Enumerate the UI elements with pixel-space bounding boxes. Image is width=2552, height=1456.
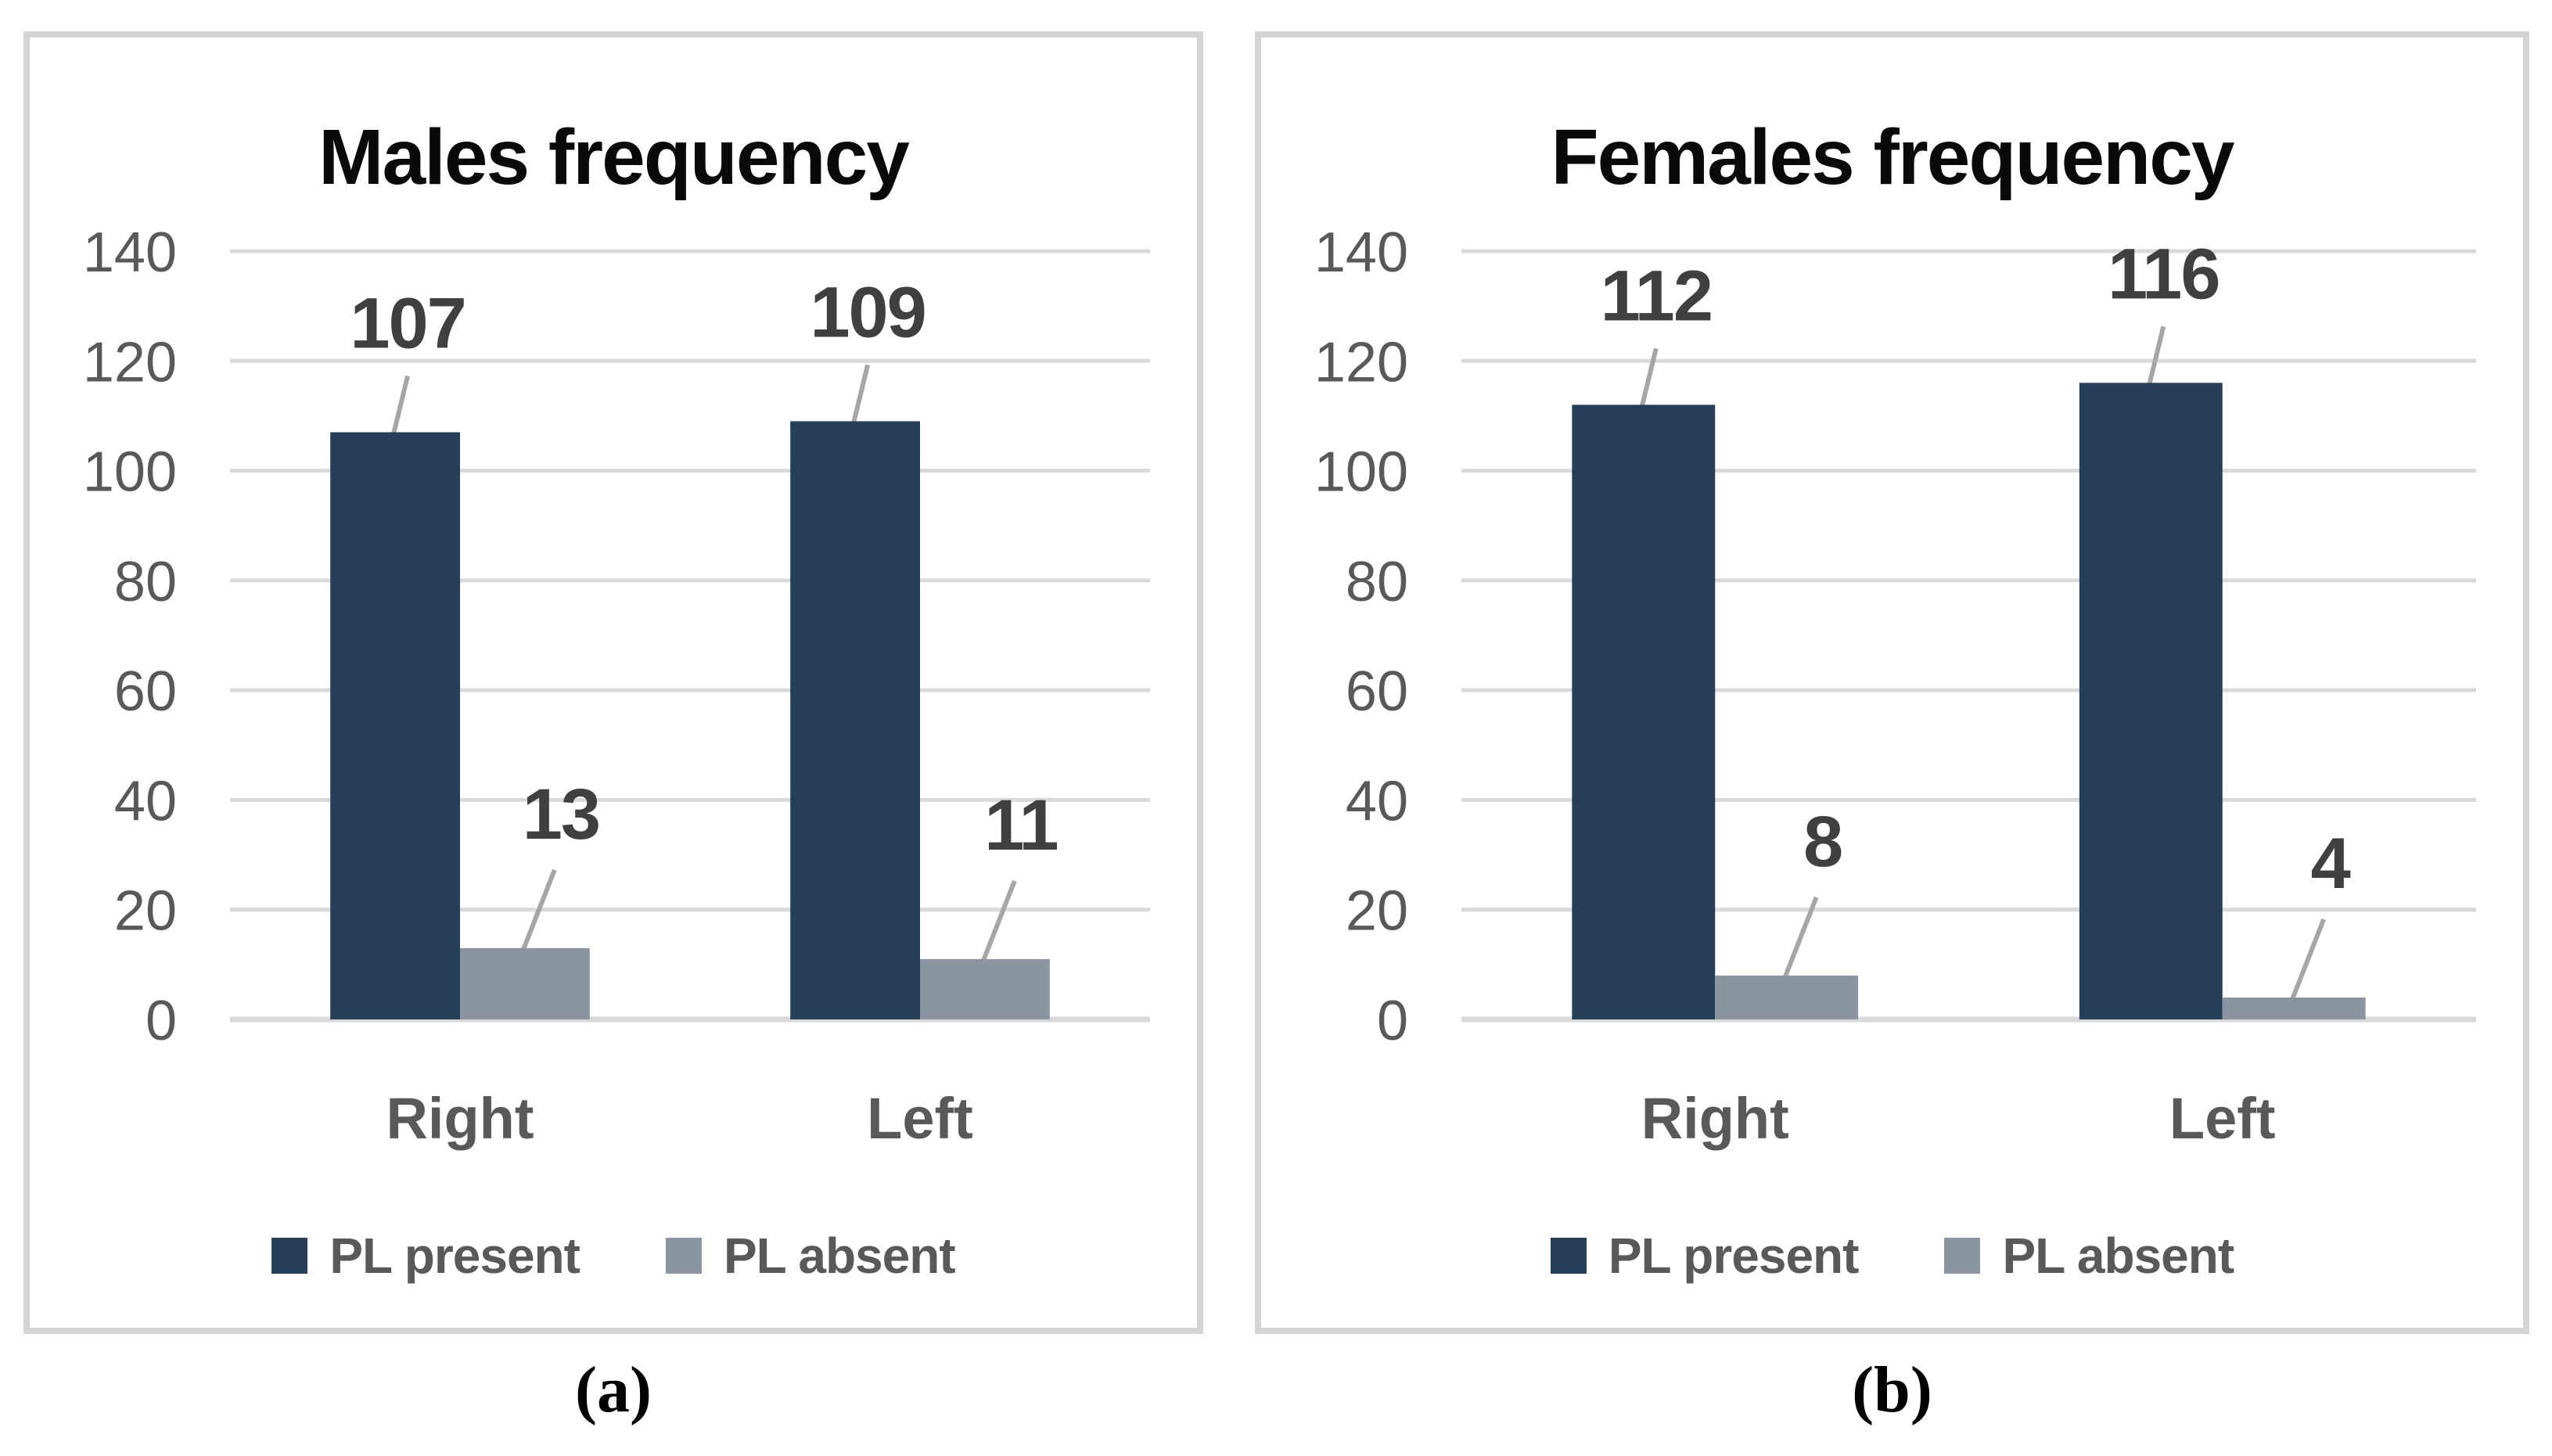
category-label: Right: [386, 1086, 534, 1151]
caption-a: (a): [575, 1354, 652, 1426]
data-label: 107: [350, 283, 465, 363]
bar-pl-present-right: [330, 432, 460, 1019]
leader-line: [851, 364, 871, 424]
bar-chart-males: 0 20 40 60 80 100 120 140 Right Left 107 13 109 11: [83, 221, 1150, 1151]
bar-chart-females: 0 20 40 60 80 100 120 140 Right Left 112 8 116 4: [1314, 221, 2476, 1151]
legend-label-pl-absent: PL absent: [723, 1228, 956, 1284]
leader-line: [1782, 896, 1819, 978]
legend-swatch-pl-absent: [1944, 1238, 1981, 1274]
bar-pl-absent-right: [460, 947, 590, 1019]
leader-line: [521, 868, 557, 951]
bar-pl-present-right: [1572, 404, 1716, 1019]
bar-pl-absent-left: [2222, 997, 2366, 1019]
legend-swatch-pl-present: [271, 1238, 308, 1274]
y-tick-label: 120: [83, 331, 177, 394]
chart-panel-males: 0 20 40 60 80 100 120 140 Right Left 107 13 109 11 Ma…: [23, 31, 1203, 1334]
chart-title-females: Females frequency: [1551, 113, 2235, 201]
category-label: Left: [2169, 1086, 2276, 1151]
data-label: 11: [984, 786, 1057, 865]
legend-item-pl-absent: PL absent: [665, 1227, 956, 1285]
y-tick-label: 0: [1377, 990, 1408, 1052]
y-tick-label: 40: [114, 770, 177, 832]
legend-label-pl-present: PL present: [1608, 1228, 1860, 1284]
legend-item-pl-present: PL present: [1550, 1227, 1860, 1285]
data-label: 112: [1601, 256, 1712, 336]
legend-item-pl-absent: PL absent: [1944, 1227, 2234, 1285]
data-label: 109: [810, 272, 926, 352]
legend-males: PL present PL absent: [30, 1227, 1197, 1285]
leader-line: [981, 879, 1017, 962]
legend-females: PL present PL absent: [1261, 1227, 2523, 1285]
data-label: 13: [523, 775, 599, 854]
data-label: 116: [2108, 234, 2219, 314]
bar-pl-present-left: [2079, 383, 2223, 1019]
category-label: Left: [867, 1086, 973, 1151]
leader-line: [2290, 918, 2326, 1001]
chart-title-males: Males frequency: [318, 113, 910, 201]
bar-pl-present-left: [790, 421, 920, 1019]
data-label: 4: [2311, 824, 2351, 904]
legend-swatch-pl-absent: [665, 1238, 702, 1274]
leader-line: [391, 375, 411, 435]
legend-swatch-pl-present: [1550, 1238, 1587, 1274]
leader-line: [1639, 347, 1659, 408]
y-tick-label: 20: [114, 880, 177, 943]
y-tick-label: 140: [83, 221, 177, 284]
y-tick-label: 20: [1346, 880, 1408, 943]
legend-label-pl-present: PL present: [329, 1228, 580, 1284]
y-tick-label: 60: [1346, 660, 1408, 723]
y-tick-label: 140: [1314, 221, 1408, 284]
caption-b: (b): [1852, 1354, 1932, 1426]
legend-label-pl-absent: PL absent: [2002, 1228, 2234, 1284]
y-tick-label: 80: [114, 551, 177, 613]
leader-line: [2147, 325, 2166, 386]
y-tick-label: 80: [1346, 551, 1408, 613]
data-label: 8: [1803, 802, 1842, 882]
y-tick-label: 40: [1346, 770, 1408, 832]
category-label: Right: [1641, 1086, 1789, 1151]
y-tick-label: 60: [114, 660, 177, 723]
y-tick-label: 100: [83, 441, 177, 504]
y-tick-label: 100: [1314, 441, 1408, 504]
y-tick-label: 0: [146, 990, 177, 1052]
bar-pl-absent-left: [920, 958, 1050, 1019]
legend-item-pl-present: PL present: [271, 1227, 580, 1285]
chart-panel-females: 0 20 40 60 80 100 120 140 Right Left 112 8 116 4 Fema…: [1255, 31, 2529, 1334]
bar-pl-absent-right: [1715, 975, 1859, 1019]
y-tick-label: 120: [1314, 331, 1408, 394]
